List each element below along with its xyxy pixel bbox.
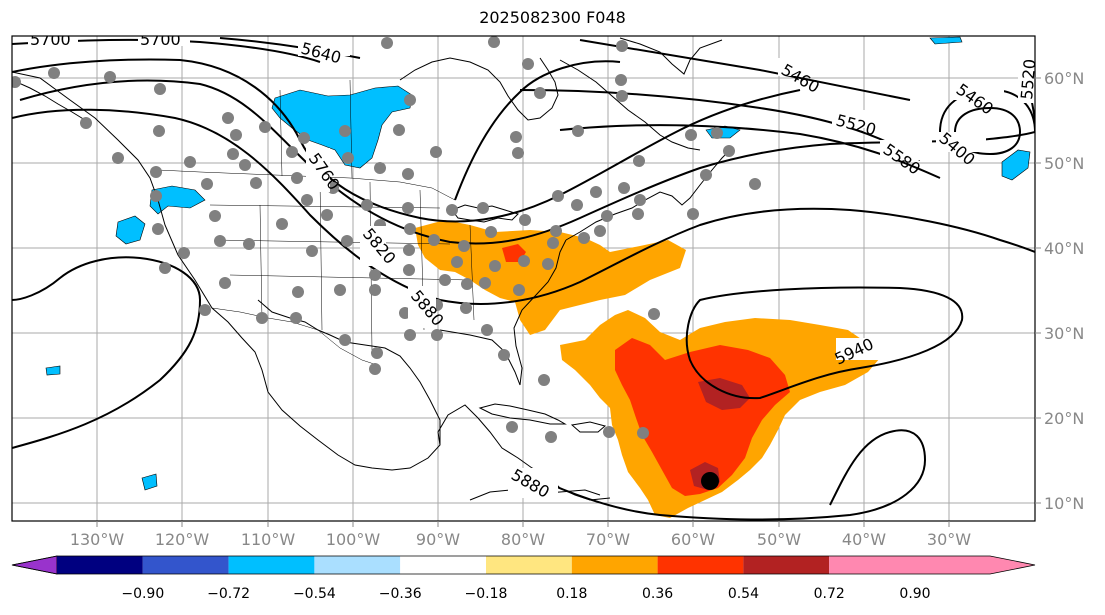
colorbar-tick-label: 0.54 [728,586,759,602]
state-line-c [229,274,471,281]
colorbar-bin [400,556,486,574]
lat-label: 10°N [1044,494,1084,513]
colorbar-over-arrow [829,556,1035,574]
colorbar-tick-label: 0.72 [814,586,845,602]
lon-label: 50°W [757,530,801,549]
lat-label: 40°N [1044,239,1084,258]
map-title: 2025082300 F048 [479,8,626,27]
anomaly-blue-pacific-s [45,365,61,376]
colorbar-under-arrow [11,555,58,575]
coast-great-lakes [451,204,519,223]
lon-label: 90°W [416,530,460,549]
colorbar-bin [57,556,143,574]
tropical-storm-marker [701,472,719,490]
state-line-b [214,239,451,245]
contour-5700-b [454,60,621,201]
lon-label: 60°W [671,530,715,549]
colorbar-bin [486,556,572,574]
lat-label: 20°N [1044,409,1084,428]
contour-5880-south-b [519,429,927,521]
colorbar-bin [142,556,229,574]
anomaly-blue-pacific-sw [141,473,158,491]
latitude-labels: 60°N 50°N 40°N 30°N 20°N 10°N [1044,69,1084,513]
colorbar-tick-label: −0.90 [121,586,164,602]
contour-5760 [12,58,801,223]
contour-5880-south [12,256,202,449]
colorbar-tick-label: −0.18 [465,586,508,602]
coast-labrador [559,59,701,151]
coast-cuba [478,403,567,425]
lon-label: 30°W [927,530,971,549]
colorbar-tick-label: 0.36 [642,586,673,602]
lon-label: 80°W [501,530,545,549]
lat-label: 50°N [1044,154,1084,173]
contour-label: 5700 [30,30,71,49]
anomaly-blue-greenland [929,36,963,45]
lat-label: 60°N [1044,69,1084,88]
colorbar-bin [314,556,401,574]
colorbar: −0.90 −0.72 −0.54 −0.36 −0.18 0.18 0.36 … [11,555,1036,602]
anomaly-blue-atlantic-n [1001,149,1031,181]
colorbar-bin [228,556,315,574]
lon-label: 40°W [842,530,886,549]
state-line-e [319,179,323,331]
colorbar-tick-label: 0.90 [899,586,930,602]
contour-5580 [559,124,941,179]
axis-ticks [96,77,1041,527]
station-markers [12,36,761,443]
colorbar-bin [743,556,830,574]
lon-label: 130°W [70,530,125,549]
colorbar-tick-label: −0.72 [207,586,250,602]
coast-greenland [619,37,723,75]
colorbar-bin [657,556,744,574]
anomaly-blue-pacific-w [115,215,146,245]
lat-label: 30°N [1044,324,1084,343]
contour-5880-north [12,108,1035,305]
lon-label: 70°W [586,530,630,549]
coast-florida-east [439,239,567,386]
colorbar-tick-label: −0.36 [379,586,422,602]
coast-north-america [12,71,611,501]
border-us-mexico [211,307,381,367]
contour-label: 5520 [1017,58,1039,100]
longitude-labels: 130°W 120°W 110°W 100°W 90°W 80°W 70°W 6… [70,530,971,549]
lon-label: 120°W [155,530,210,549]
lon-label: 110°W [241,530,296,549]
coast-alaska [12,79,86,121]
coast-hudson-bay [399,57,559,121]
province-line-2 [279,89,283,177]
coast-hispaniola [570,421,607,433]
contour-label: 5700 [140,30,181,49]
colorbar-tick-label: −0.54 [293,586,336,602]
state-line-a [209,204,441,209]
anomaly-blue-pacific-nw [149,185,206,215]
colorbar-bin [571,556,658,574]
state-line-d [259,204,263,321]
colorbar-tick-label: 0.18 [556,586,587,602]
contour-5940 [685,286,964,400]
contour-5460-a [579,39,911,101]
anomaly-red-atlantic [615,338,790,496]
lon-label: 100°W [326,530,381,549]
